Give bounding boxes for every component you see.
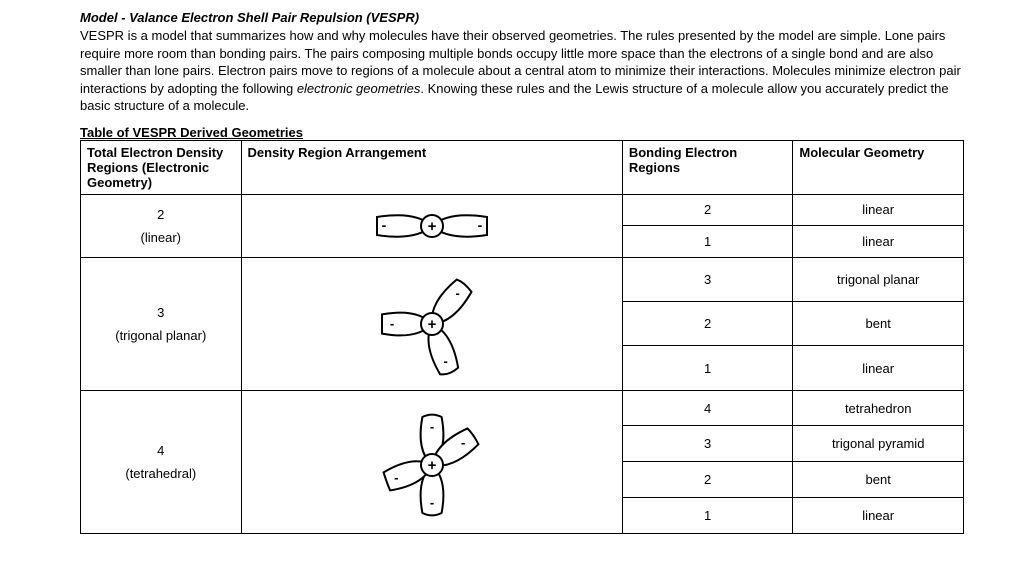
total-regions-name: (trigonal planar)	[87, 328, 235, 343]
total-regions-name: (linear)	[87, 230, 235, 245]
svg-text:-: -	[455, 285, 459, 300]
molecular-geometry-cell: linear	[793, 346, 964, 390]
arrangement-diagram-cell: + - -	[241, 194, 622, 257]
svg-text:-: -	[430, 419, 434, 434]
svg-text:+: +	[427, 218, 436, 235]
col-header-bonding: Bonding Electron Regions	[622, 140, 793, 194]
table-caption: Table of VESPR Derived Geometries	[80, 125, 964, 140]
arrangement-diagram-cell: + - - - -	[241, 390, 622, 533]
total-regions-cell: 4 (tetrahedral)	[81, 390, 242, 533]
total-regions-number: 2	[87, 207, 235, 222]
bonding-regions-cell: 1	[622, 346, 793, 390]
svg-text:-: -	[381, 217, 386, 233]
bonding-regions-cell: 2	[622, 462, 793, 498]
molecular-geometry-cell: trigonal pyramid	[793, 426, 964, 462]
total-regions-number: 3	[87, 305, 235, 320]
table-row: 3(trigonal planar)+---3trigonal planar	[81, 257, 964, 301]
molecular-geometry-cell: tetrahedron	[793, 390, 964, 426]
svg-text:-: -	[430, 495, 434, 510]
table-row: 2(linear)+--2linear	[81, 194, 964, 226]
molecular-geometry-cell: bent	[793, 302, 964, 346]
col-header-molecular: Molecular Geometry	[793, 140, 964, 194]
total-regions-cell: 2 (linear)	[81, 194, 242, 257]
total-regions-name: (tetrahedral)	[87, 466, 235, 481]
bonding-regions-cell: 3	[622, 426, 793, 462]
bonding-regions-cell: 1	[622, 226, 793, 258]
col-header-total: Total Electron Density Regions (Electron…	[81, 140, 242, 194]
bonding-regions-cell: 1	[622, 497, 793, 533]
svg-text:-: -	[394, 470, 398, 485]
page-title: Model - Valance Electron Shell Pair Repu…	[80, 10, 964, 25]
vespr-table: Total Electron Density Regions (Electron…	[80, 140, 964, 534]
svg-text:-: -	[477, 217, 482, 233]
svg-text:+: +	[427, 457, 436, 474]
svg-text:+: +	[427, 316, 436, 333]
molecular-geometry-cell: linear	[793, 194, 964, 226]
bonding-regions-cell: 3	[622, 257, 793, 301]
molecular-geometry-cell: trigonal planar	[793, 257, 964, 301]
svg-text:-: -	[461, 435, 465, 450]
description-text: VESPR is a model that summarizes how and…	[80, 27, 964, 115]
arrangement-diagram-cell: + - - -	[241, 257, 622, 390]
col-header-arrangement: Density Region Arrangement	[241, 140, 622, 194]
molecular-geometry-cell: linear	[793, 226, 964, 258]
molecular-geometry-cell: bent	[793, 462, 964, 498]
bonding-regions-cell: 2	[622, 194, 793, 226]
svg-text:-: -	[443, 353, 447, 368]
bonding-regions-cell: 4	[622, 390, 793, 426]
bonding-regions-cell: 2	[622, 302, 793, 346]
total-regions-number: 4	[87, 443, 235, 458]
total-regions-cell: 3 (trigonal planar)	[81, 257, 242, 390]
svg-text:-: -	[390, 316, 394, 331]
table-header-row: Total Electron Density Regions (Electron…	[81, 140, 964, 194]
table-row: 4(tetrahedral)+----4tetrahedron	[81, 390, 964, 426]
molecular-geometry-cell: linear	[793, 497, 964, 533]
